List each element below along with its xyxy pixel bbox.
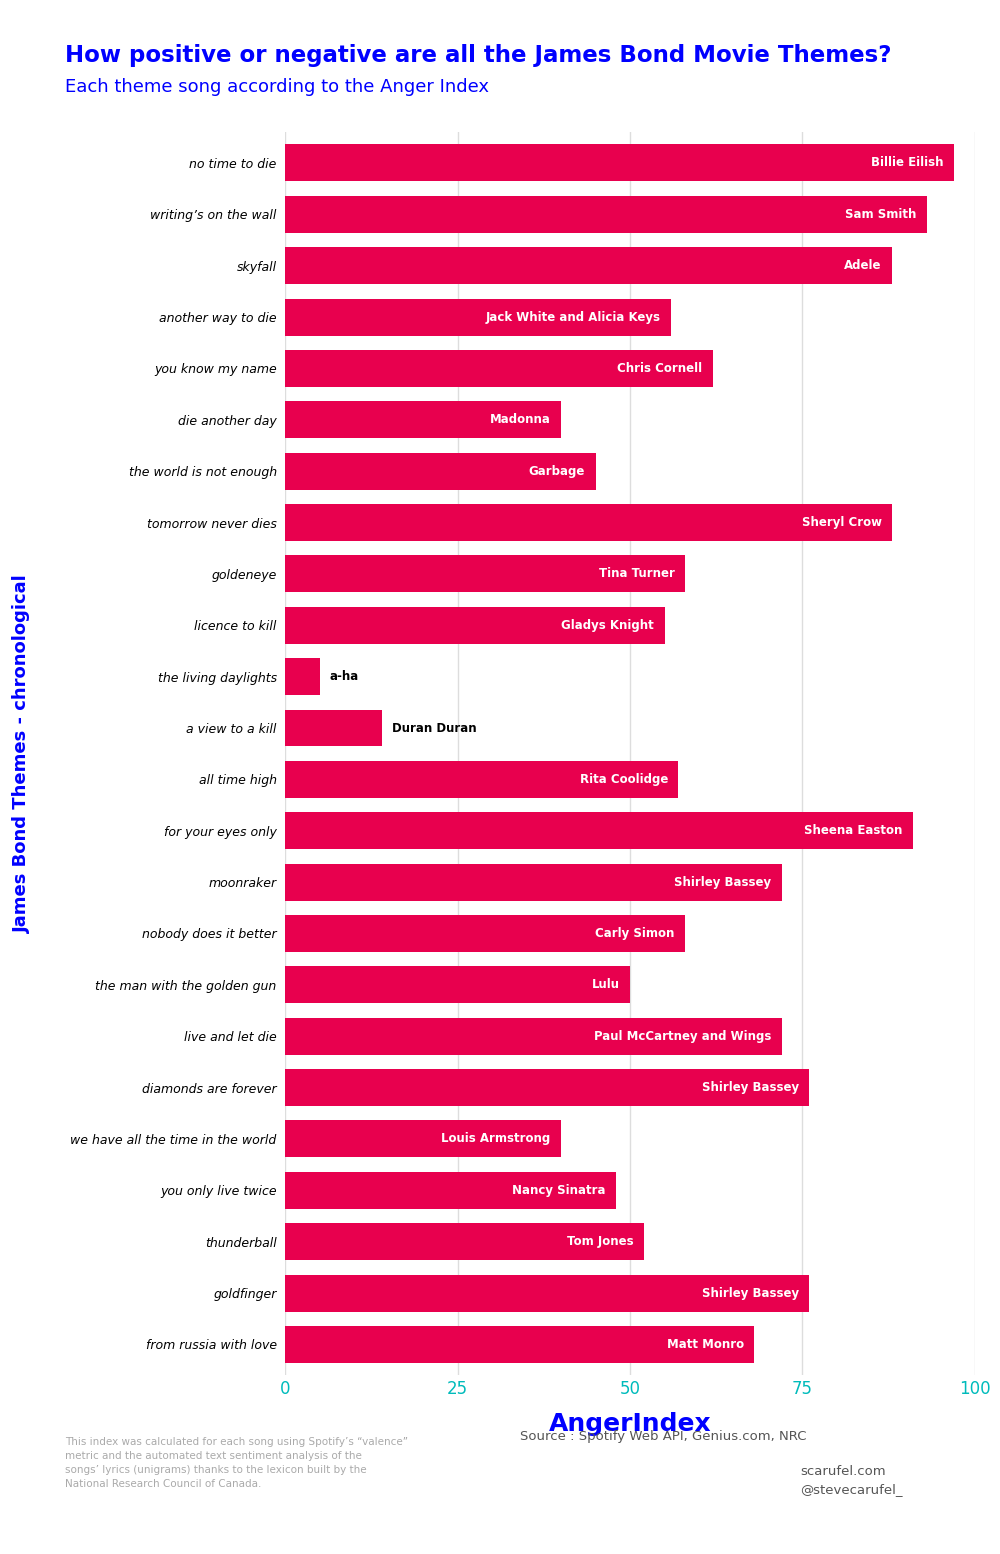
Bar [285,503,892,541]
Bar [285,1018,782,1055]
Bar [285,1069,809,1106]
Bar [285,761,678,797]
Text: a-ha: a-ha [330,670,359,684]
Bar [285,298,671,336]
Text: Shirley Bassey: Shirley Bassey [702,1082,799,1094]
X-axis label: AngerIndex: AngerIndex [549,1413,711,1436]
Bar [285,1172,616,1209]
Text: Sheena Easton: Sheena Easton [804,824,903,838]
Text: Gladys Knight: Gladys Knight [561,618,654,632]
Text: Louis Armstrong: Louis Armstrong [441,1133,551,1145]
Text: Adele: Adele [844,260,882,272]
Bar [285,350,713,387]
Bar [285,864,782,901]
Text: Sheryl Crow: Sheryl Crow [802,516,882,528]
Bar [285,1274,809,1312]
Text: Sam Smith: Sam Smith [845,208,916,221]
Text: Source : Spotify Web API, Genius.com, NRC: Source : Spotify Web API, Genius.com, NR… [520,1430,806,1442]
Bar [285,1326,754,1363]
Bar [285,606,664,643]
Text: Carly Simon: Carly Simon [595,928,675,940]
Text: Shirley Bassey: Shirley Bassey [702,1287,799,1299]
Bar [285,813,913,848]
Text: Each theme song according to the Anger Index: Each theme song according to the Anger I… [65,78,489,96]
Text: Nancy Sinatra: Nancy Sinatra [512,1184,606,1197]
Text: Garbage: Garbage [529,465,585,477]
Text: Shirley Bassey: Shirley Bassey [674,875,771,889]
Text: Billie Eilish: Billie Eilish [871,157,944,169]
Text: Paul McCartney and Wings: Paul McCartney and Wings [594,1030,771,1043]
Text: scarufel.com
@stevecarufel_: scarufel.com @stevecarufel_ [800,1465,902,1497]
Bar [285,555,685,592]
Bar [285,145,954,182]
Bar [285,915,685,953]
Bar [285,452,596,490]
Text: Tom Jones: Tom Jones [567,1235,633,1248]
Bar [285,1223,644,1260]
Bar [285,247,892,284]
Bar [285,710,382,746]
Bar [285,967,630,1004]
Text: Rita Coolidge: Rita Coolidge [580,772,668,786]
Text: Lulu: Lulu [592,979,620,991]
Text: James Bond Themes - chronological: James Bond Themes - chronological [13,575,31,932]
Text: Jack White and Alicia Keys: Jack White and Alicia Keys [486,311,661,323]
Text: Duran Duran: Duran Duran [392,721,477,735]
Bar [285,196,927,233]
Bar [285,401,561,438]
Bar [285,1120,561,1158]
Text: Madonna: Madonna [490,413,551,426]
Bar [285,659,320,695]
Text: This index was calculated for each song using Spotify’s “valence”
metric and the: This index was calculated for each song … [65,1437,408,1489]
Text: Matt Monro: Matt Monro [667,1338,744,1350]
Text: Chris Cornell: Chris Cornell [617,362,702,375]
Text: Tina Turner: Tina Turner [599,567,675,580]
Text: How positive or negative are all the James Bond Movie Themes?: How positive or negative are all the Jam… [65,44,892,67]
